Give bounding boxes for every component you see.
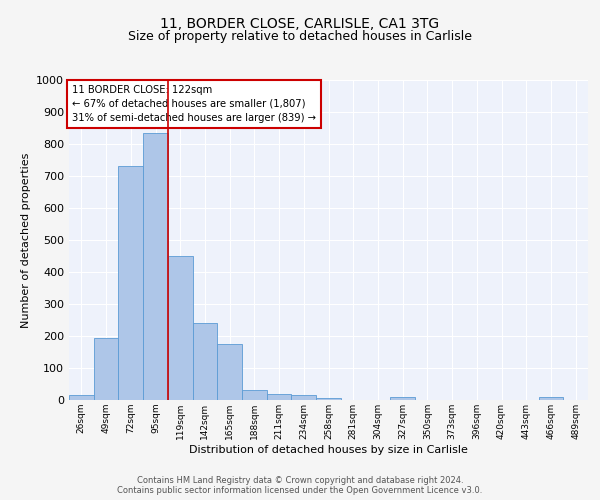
Y-axis label: Number of detached properties: Number of detached properties — [20, 152, 31, 328]
Bar — [94, 338, 118, 400]
Bar — [242, 390, 267, 400]
Bar — [292, 395, 316, 400]
Bar — [217, 344, 242, 400]
Bar — [168, 256, 193, 400]
X-axis label: Distribution of detached houses by size in Carlisle: Distribution of detached houses by size … — [189, 444, 468, 454]
Bar — [316, 398, 341, 400]
Text: Contains HM Land Registry data © Crown copyright and database right 2024.
Contai: Contains HM Land Registry data © Crown c… — [118, 476, 482, 495]
Bar — [390, 398, 415, 400]
Bar — [69, 395, 94, 400]
Bar — [143, 133, 168, 400]
Bar — [118, 166, 143, 400]
Text: 11 BORDER CLOSE: 122sqm
← 67% of detached houses are smaller (1,807)
31% of semi: 11 BORDER CLOSE: 122sqm ← 67% of detache… — [71, 85, 316, 123]
Bar — [539, 398, 563, 400]
Text: Size of property relative to detached houses in Carlisle: Size of property relative to detached ho… — [128, 30, 472, 43]
Bar — [267, 394, 292, 400]
Bar — [193, 323, 217, 400]
Text: 11, BORDER CLOSE, CARLISLE, CA1 3TG: 11, BORDER CLOSE, CARLISLE, CA1 3TG — [160, 18, 440, 32]
